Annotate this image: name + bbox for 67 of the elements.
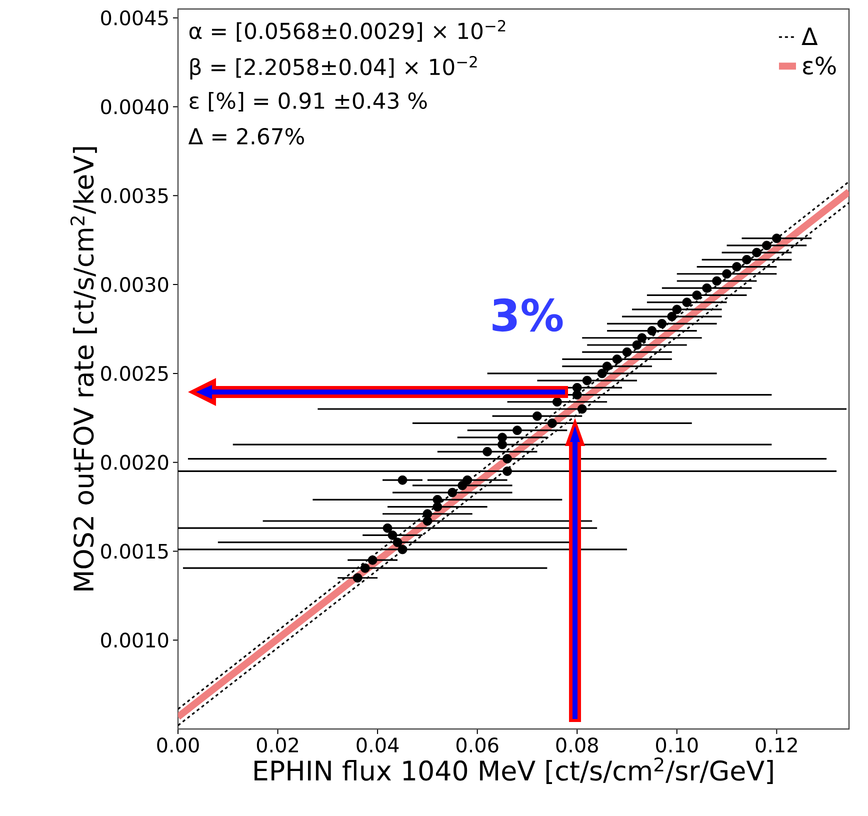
y-tick-label: 0.0030 (101, 277, 168, 292)
point (597, 368, 607, 378)
annotation: β = [2.2058±0.04] × 10$^{−2}$ (190, 56, 477, 80)
point (482, 446, 492, 456)
point (448, 488, 458, 498)
point (572, 382, 582, 392)
point (392, 538, 402, 548)
point (762, 240, 772, 250)
point (712, 276, 722, 286)
y-tick-label: 0.0040 (101, 99, 168, 114)
point (682, 298, 692, 308)
point (502, 466, 512, 476)
point (422, 509, 432, 519)
point (602, 362, 612, 372)
y-tick-label: 0.0020 (101, 454, 168, 470)
point (752, 248, 762, 258)
point (398, 544, 408, 554)
point (352, 573, 362, 583)
legend-label: Δ (802, 28, 818, 46)
annotation: Δ = 2.67% (188, 128, 304, 145)
x-axis-title: EPHIN flux 1040 MeV [ct/s/cm$^{2}$/sr/GeV] (254, 757, 773, 784)
point (742, 254, 752, 264)
annotation: ε [%] = 0.91 ±0.43 % (190, 92, 427, 112)
point (547, 418, 557, 428)
point (657, 318, 667, 328)
point (772, 234, 782, 244)
point (577, 404, 587, 414)
y-axis-title: MOS2 outFOV rate [ct/s/cm$^{2}$/keV] (70, 147, 97, 590)
y-tick-label: 0.0035 (101, 188, 168, 204)
x-tick-label: 0.10 (656, 738, 698, 753)
point (462, 475, 472, 485)
annotation: 3% (492, 298, 563, 332)
point (552, 397, 562, 407)
y-tick-label: 0.0045 (101, 10, 168, 26)
legend-label: ε% (803, 56, 836, 75)
point (622, 347, 632, 357)
point (632, 340, 642, 350)
point (512, 426, 522, 436)
point (722, 269, 732, 279)
point (637, 333, 647, 343)
x-tick-label: 0.06 (456, 738, 498, 753)
x-tick-label: 0.12 (756, 738, 797, 753)
point (382, 523, 392, 533)
point (647, 326, 657, 336)
point (502, 454, 512, 464)
point (498, 432, 507, 442)
x-tick-label: 0.02 (256, 738, 298, 753)
y-tick-label: 0.0015 (101, 544, 168, 559)
x-tick-label: 0.00 (157, 738, 199, 753)
y-tick-label: 0.0010 (101, 632, 168, 648)
point (672, 304, 682, 314)
x-tick-label: 0.08 (556, 738, 598, 753)
point (667, 312, 677, 322)
point (368, 555, 378, 565)
point (702, 283, 712, 293)
point (398, 475, 408, 485)
point (692, 290, 702, 300)
x-tick-label: 0.04 (356, 738, 399, 753)
point (582, 376, 592, 386)
point (532, 411, 542, 421)
annotation: α = [0.0568±0.0029] × 10$^{−2}$ (189, 20, 506, 42)
point (612, 354, 622, 364)
y-tick-label: 0.0025 (101, 366, 168, 381)
point (732, 262, 742, 272)
point (360, 563, 370, 573)
point (432, 494, 442, 504)
point (388, 530, 398, 540)
